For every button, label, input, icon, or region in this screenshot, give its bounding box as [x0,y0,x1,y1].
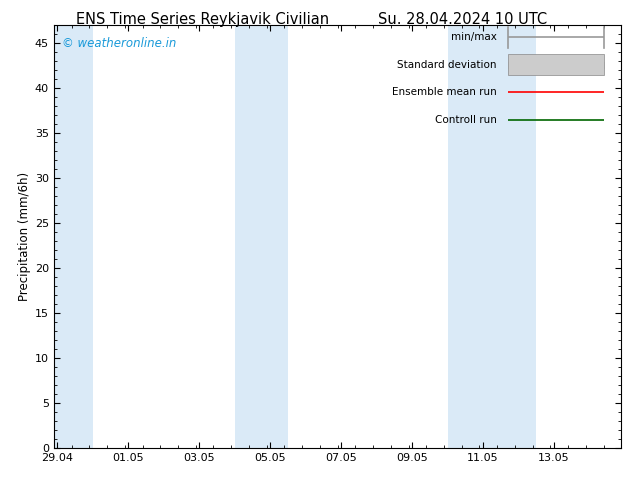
Text: Standard deviation: Standard deviation [397,60,496,70]
Bar [448,24,483,448]
Text: ENS Time Series Reykjavik Civilian: ENS Time Series Reykjavik Civilian [76,12,330,27]
Text: Controll run: Controll run [435,115,496,125]
Text: Ensemble mean run: Ensemble mean run [392,87,496,98]
FancyBboxPatch shape [508,54,604,75]
Bar [235,24,288,448]
Text: min/max: min/max [451,32,496,42]
Bar [54,24,93,448]
Bar [483,24,536,448]
Text: © weatheronline.in: © weatheronline.in [62,37,177,50]
Y-axis label: Precipitation (mm/6h): Precipitation (mm/6h) [18,172,30,301]
Text: Su. 28.04.2024 10 UTC: Su. 28.04.2024 10 UTC [378,12,547,27]
